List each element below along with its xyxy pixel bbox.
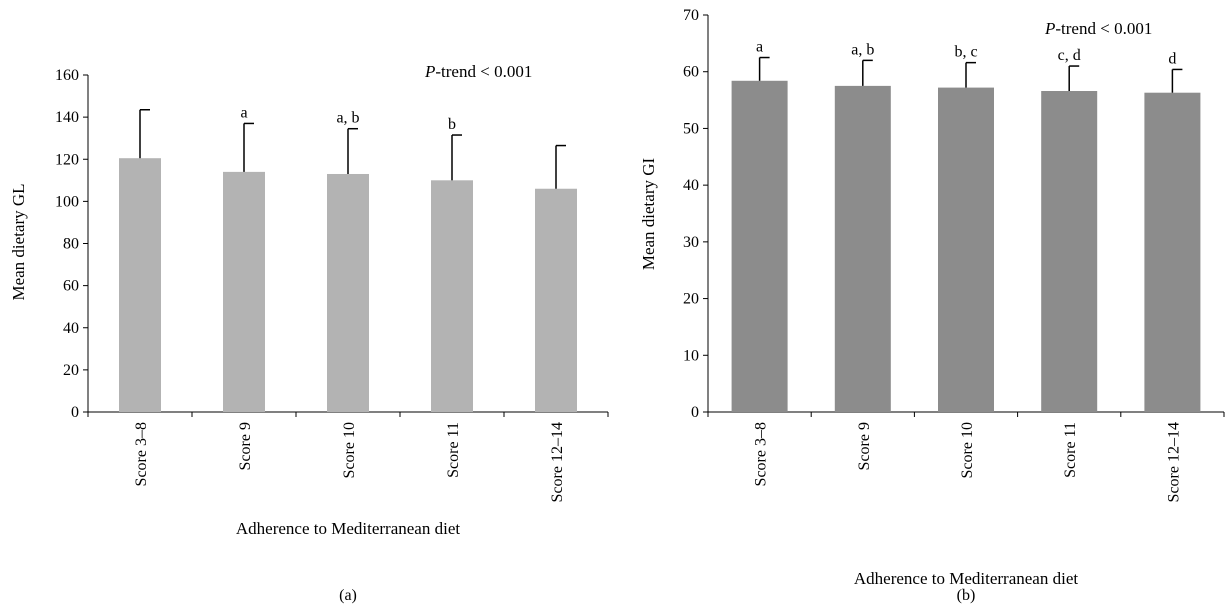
x-category-label: Score 9 [856,422,873,470]
x-category-label: Score 9 [237,422,254,470]
bar-annotation: a, b [851,41,874,58]
y-tick-label: 40 [683,177,699,194]
bar [223,171,265,412]
panel-label: (a) [339,587,357,604]
x-axis-title: Adherence to Mediterranean diet [236,519,460,538]
x-category-label: Score 12–14 [549,422,566,502]
x-category-label: Score 12–14 [1165,422,1182,502]
y-tick-label: 60 [63,278,79,295]
bar-annotation: a [240,104,247,121]
bar [119,158,161,412]
panel-label: (b) [957,587,976,604]
bar-annotation: c, d [1058,47,1081,64]
bar [1041,90,1098,413]
bar-annotation: a, b [336,110,359,127]
bar-annotation: a [756,39,763,56]
y-tick-label: 20 [63,362,79,379]
y-tick-label: 140 [55,109,79,126]
y-tick-label: 60 [683,64,699,81]
x-category-label: Score 11 [1062,422,1079,478]
x-category-label: Score 11 [445,422,462,478]
x-category-label: Score 10 [959,422,976,478]
bar-annotation: b, c [954,44,977,61]
y-tick-label: 0 [71,404,79,421]
x-category-label: Score 10 [341,422,358,478]
chart-panel-b: P-trend < 0.001 Mean dietary GI Adherenc… [639,7,1225,604]
bar [431,180,473,412]
trend-annotation: P-trend < 0.001 [1044,19,1152,38]
x-category-label: Score 3–8 [133,422,150,486]
bar [834,85,891,413]
bar [535,188,577,412]
y-tick-label: 0 [691,404,699,421]
x-category-label: Score 3–8 [753,422,770,486]
y-tick-label: 20 [683,291,699,308]
chart-panel-a: P-trend < 0.001 Mean dietary GL Adherenc… [9,62,609,604]
y-axis-title: Mean dietary GL [9,183,28,300]
y-tick-label: 100 [55,193,79,210]
y-tick-label: 10 [683,347,699,364]
y-tick-label: 70 [683,7,699,24]
trend-annotation: P-trend < 0.001 [424,62,532,81]
bar [938,87,994,412]
y-tick-label: 160 [55,67,79,84]
y-axis-title: Mean dietary GI [639,157,658,270]
y-tick-label: 40 [63,320,79,337]
y-tick-label: 120 [55,151,79,168]
bar [327,173,369,412]
y-tick-label: 50 [683,120,699,137]
x-axis-title: Adherence to Mediterranean diet [854,569,1078,588]
bar [1144,92,1201,412]
bar-annotation: b [448,116,456,133]
y-tick-label: 30 [683,234,699,251]
bar-annotation: d [1168,50,1176,67]
bar [731,80,788,412]
y-tick-label: 80 [63,236,79,253]
